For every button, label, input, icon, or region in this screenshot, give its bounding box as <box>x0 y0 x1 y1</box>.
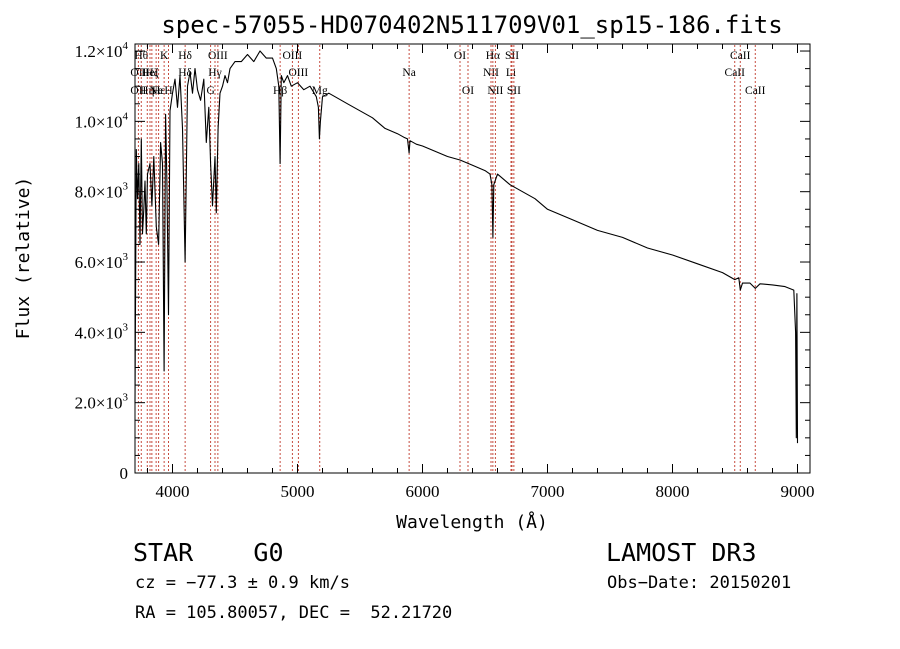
marker-label-20: OI <box>454 50 466 62</box>
series-line-spectrum <box>134 50 799 444</box>
marker-label-19: Na <box>402 67 415 79</box>
spectrum-series <box>134 50 799 444</box>
y-tick-label: 1.2×104 <box>75 40 129 61</box>
y-tick-label: 1.0×104 <box>75 110 129 131</box>
plot-frame <box>134 43 811 474</box>
marker-label-12: G <box>206 85 214 97</box>
marker-label-2: Hθ <box>134 50 148 62</box>
marker-label-3: Hη <box>140 85 154 97</box>
marker-label-23: Hα <box>486 50 500 62</box>
marker-label-14: OIII <box>208 50 228 62</box>
marker-label-13: Hγ <box>208 67 221 79</box>
marker-label-24: NII <box>487 85 503 97</box>
redshift-velocity: cz = −77.3 ± 0.9 km/s <box>135 573 350 593</box>
x-axis-label: Wavelength (Å) <box>396 511 548 533</box>
object-class: STAR G0 <box>133 538 284 567</box>
marker-label-30: CaII <box>745 85 766 97</box>
marker-label-10: Hδ <box>178 50 192 62</box>
ra-dec-coordinates: RA = 105.80057, DEC = 52.21720 <box>135 603 453 623</box>
x-tick-label: 7000 <box>531 482 565 501</box>
observation-date: Obs−Date: 20150201 <box>607 573 792 593</box>
marker-label-25: Li <box>506 67 516 79</box>
y-tick-label: 6.0×103 <box>75 251 129 272</box>
y-tick-label: 8.0×103 <box>75 181 129 202</box>
marker-label-0: OII <box>130 67 146 79</box>
marker-label-29: CaII <box>730 50 751 62</box>
marker-label-16: OIII <box>282 50 302 62</box>
marker-label-17: OIII <box>288 67 308 79</box>
marker-label-27: SII <box>507 85 521 97</box>
marker-label-8: K <box>160 50 169 62</box>
y-tick-label: 2.0×103 <box>75 392 129 413</box>
marker-label-26: SII <box>505 50 519 62</box>
line-markers: OIIOIIHθHηHeIHζNeHεKHHδHδGHγOIIIHβOIIIOI… <box>130 45 766 473</box>
y-axis-ticks: 0 2.0×103 4.0×103 6.0×103 8.0×103 1.0×104 1.2×… <box>75 40 810 483</box>
marker-label-6: Ne <box>149 85 162 97</box>
marker-label-1: OII <box>130 85 146 97</box>
marker-label-9: H <box>164 85 172 97</box>
y-tick-label: 4.0×103 <box>75 321 129 342</box>
marker-label-21: OI <box>462 85 474 97</box>
x-tick-label: 8000 <box>656 482 690 501</box>
y-axis-label: Flux (relative) <box>13 177 34 340</box>
chart-title: spec-57055-HD070402N511709V01_sp15-186.f… <box>161 11 782 39</box>
marker-label-5: Hζ <box>145 67 158 79</box>
y-tick-label: 0 <box>120 464 129 483</box>
marker-label-11: Hδ <box>178 67 192 79</box>
x-tick-label: 4000 <box>156 482 190 501</box>
marker-label-7: Hε <box>152 85 165 97</box>
x-tick-label: 9000 <box>781 482 815 501</box>
x-tick-label: 6000 <box>406 482 440 501</box>
marker-label-28: CaII <box>725 67 746 79</box>
survey-name: LAMOST DR3 <box>606 538 757 567</box>
x-axis-ticks: 4000 5000 6000 7000 8000 9000 <box>147 44 815 501</box>
marker-label-15: Hβ <box>273 85 287 97</box>
x-tick-label: 5000 <box>281 482 315 501</box>
marker-label-22: NII <box>483 67 499 79</box>
marker-label-18: Mg <box>312 85 328 97</box>
marker-label-4: HeI <box>141 67 158 79</box>
